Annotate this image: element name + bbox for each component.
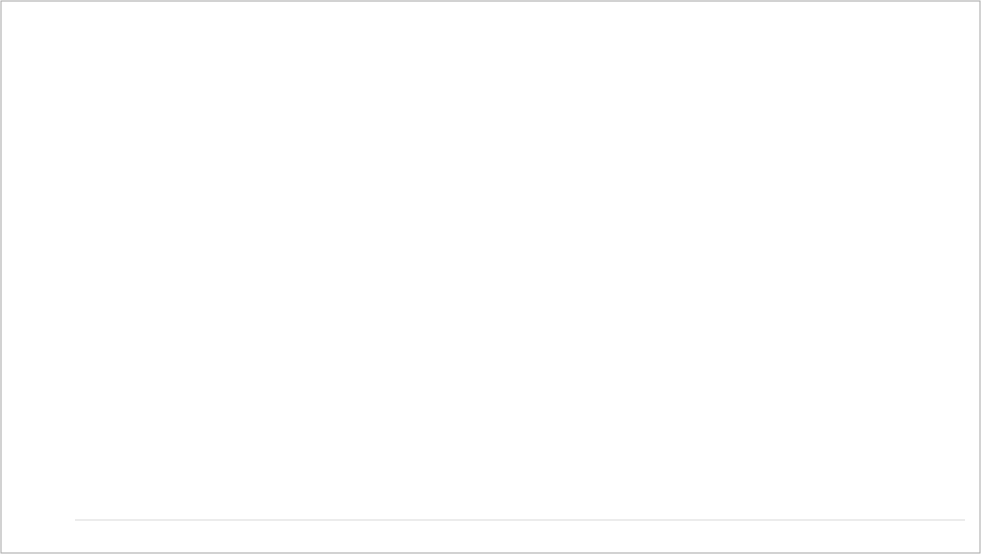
- brecha-chart: [0, 0, 981, 554]
